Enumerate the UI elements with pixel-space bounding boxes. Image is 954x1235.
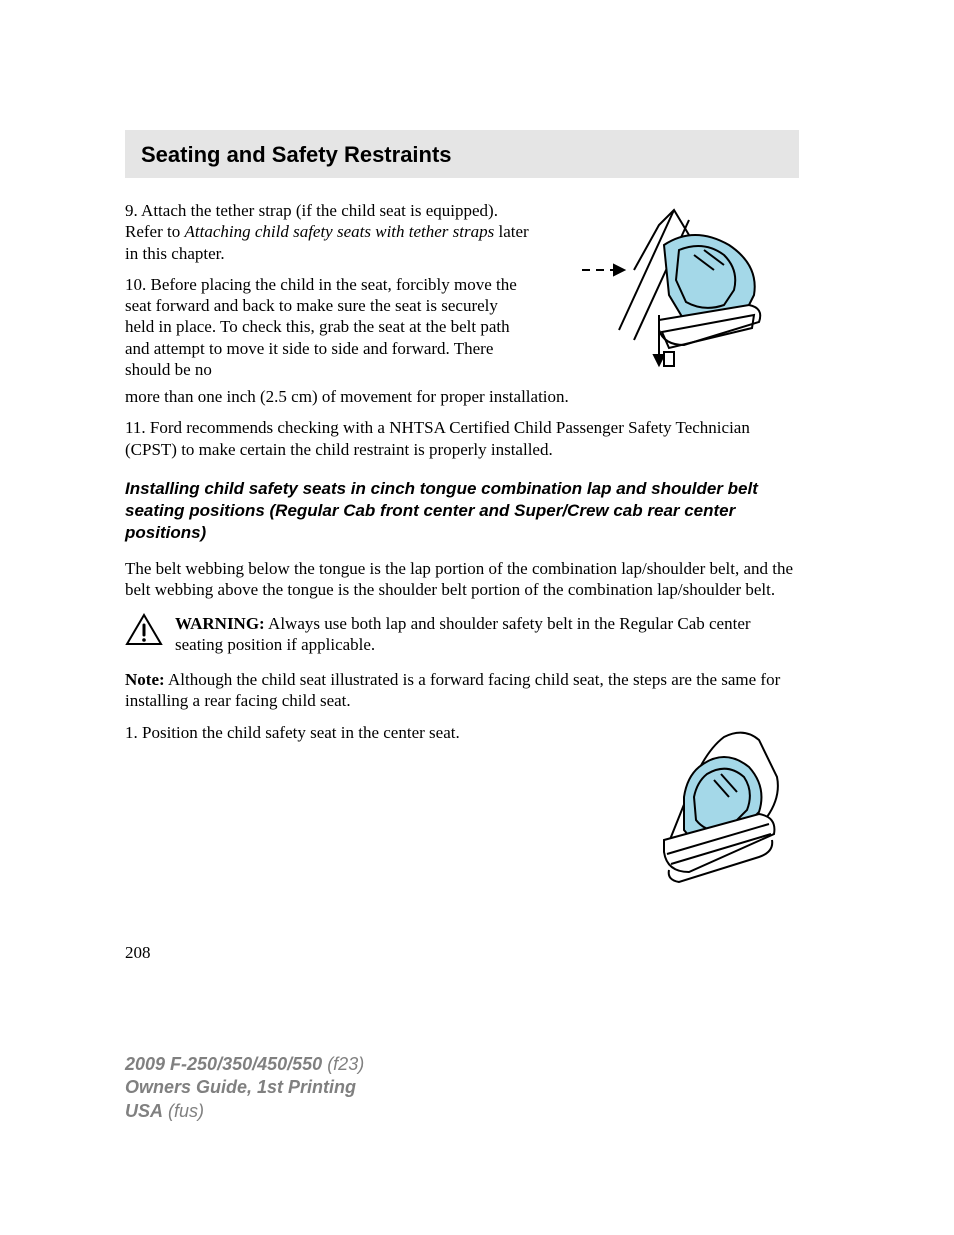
center-seat-illustration [599, 722, 799, 892]
note-paragraph: Note: Although the child seat illustrate… [125, 669, 799, 712]
tether-illustration [549, 200, 799, 380]
section-title: Seating and Safety Restraints [141, 142, 783, 168]
page-number: 208 [125, 942, 799, 963]
step-9: 9. Attach the tether strap (if the child… [125, 200, 531, 264]
step-10-part2: more than one inch (2.5 cm) of movement … [125, 386, 799, 407]
warning-icon [125, 613, 163, 652]
step-11: 11. Ford recommends checking with a NHTS… [125, 417, 799, 460]
step-1: 1. Position the child safety seat in the… [125, 722, 581, 743]
step-10-part1: 10. Before placing the child in the seat… [125, 274, 531, 380]
subheading: Installing child safety seats in cinch t… [125, 478, 799, 544]
warning-label: WARNING: [175, 614, 265, 633]
belt-paragraph: The belt webbing below the tongue is the… [125, 558, 799, 601]
section-header: Seating and Safety Restraints [125, 130, 799, 178]
body-content: 9. Attach the tether strap (if the child… [125, 200, 799, 963]
footer: 2009 F-250/350/450/550 (f23) Owners Guid… [125, 1053, 364, 1123]
warning-block: WARNING: Always use both lap and shoulde… [125, 613, 799, 656]
